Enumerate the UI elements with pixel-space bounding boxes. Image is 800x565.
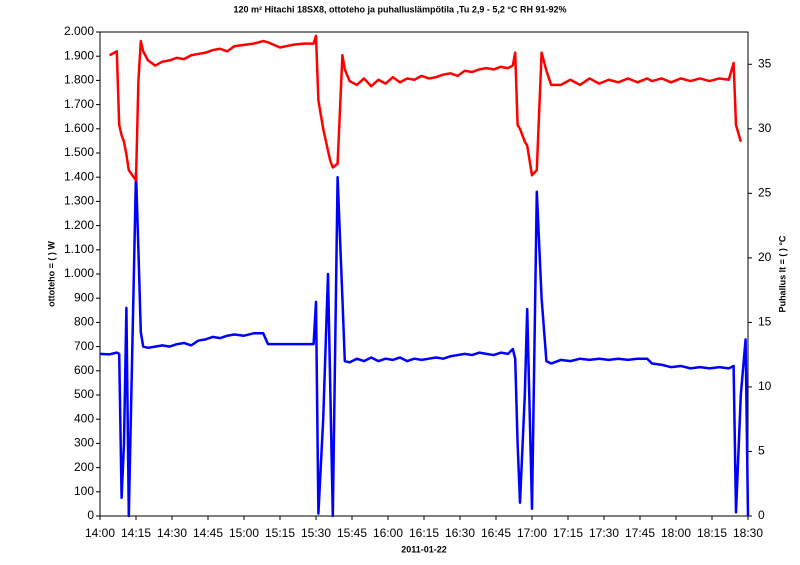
- y-tick-label: 1.100: [64, 242, 94, 256]
- y2-tick-label: 0: [758, 508, 765, 522]
- x-tick-label: 16:45: [481, 526, 511, 540]
- y-tick-label: 400: [74, 411, 94, 425]
- x-tick-label: 14:15: [121, 526, 151, 540]
- y2-axis-label: Puhallus lt = ( ) °C: [777, 235, 787, 312]
- y-tick-label: 800: [74, 315, 94, 329]
- y2-tick-label: 35: [758, 56, 772, 70]
- x-tick-label: 14:30: [157, 526, 187, 540]
- y-tick-label: 0: [87, 508, 94, 522]
- x-tick-label: 16:30: [445, 526, 475, 540]
- y-tick-label: 1.500: [64, 145, 94, 159]
- y2-tick-label: 5: [758, 444, 765, 458]
- x-tick-label: 15:45: [337, 526, 367, 540]
- y-tick-label: 900: [74, 290, 94, 304]
- y-tick-label: 1.200: [64, 218, 94, 232]
- y-tick-label: 1.400: [64, 169, 94, 183]
- x-tick-label: 16:15: [409, 526, 439, 540]
- x-tick-label: 14:00: [85, 526, 115, 540]
- x-tick-label: 17:00: [517, 526, 547, 540]
- x-tick-label: 16:00: [373, 526, 403, 540]
- y2-tick-label: 30: [758, 121, 772, 135]
- y2-tick-label: 20: [758, 250, 772, 264]
- y-tick-label: 700: [74, 339, 94, 353]
- x-tick-label: 18:15: [697, 526, 727, 540]
- x-tick-label: 18:00: [661, 526, 691, 540]
- y-tick-label: 1.900: [64, 48, 94, 62]
- y-tick-label: 1.700: [64, 97, 94, 111]
- y-tick-label: 300: [74, 436, 94, 450]
- data-line: [99, 171, 750, 518]
- plot-frame: [99, 31, 749, 517]
- y-tick-label: 1.300: [64, 194, 94, 208]
- x-tick-label: 15:00: [229, 526, 259, 540]
- y-tick-label: 500: [74, 387, 94, 401]
- x-tick-label: 17:15: [553, 526, 583, 540]
- x-tick-label: 14:45: [193, 526, 223, 540]
- y-tick-label: 1.000: [64, 266, 94, 280]
- y-tick-label: 2.000: [64, 24, 94, 38]
- y2-tick-label: 25: [758, 186, 772, 200]
- y2-tick-label: 10: [758, 379, 772, 393]
- y-tick-label: 1.800: [64, 73, 94, 87]
- y-tick-label: 100: [74, 484, 94, 498]
- chart-title: 120 m² Hitachi 18SX8, ottoteho ja puhall…: [233, 4, 566, 14]
- x-tick-label: 18:30: [733, 526, 763, 540]
- x-tick-label: 15:15: [265, 526, 295, 540]
- x-axis-label: 2011-01-22: [401, 544, 447, 554]
- y-tick-label: 600: [74, 363, 94, 377]
- x-tick-label: 15:30: [301, 526, 331, 540]
- data-line: [109, 34, 743, 182]
- x-tick-label: 17:45: [625, 526, 655, 540]
- y-tick-label: 1.600: [64, 121, 94, 135]
- y-tick-label: 200: [74, 460, 94, 474]
- y-axis-label: ottoteho = ( ) W: [46, 241, 56, 307]
- x-tick-label: 17:30: [589, 526, 619, 540]
- y2-tick-label: 15: [758, 315, 772, 329]
